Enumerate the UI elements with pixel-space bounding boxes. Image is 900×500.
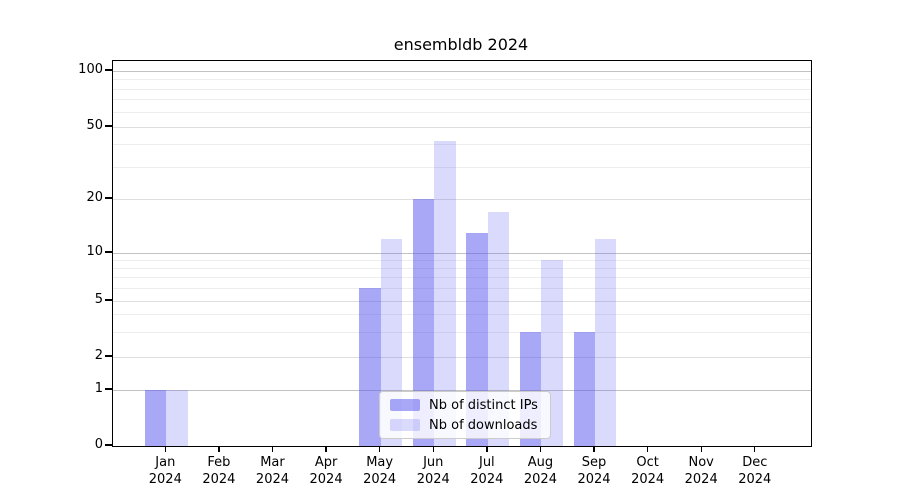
y-tick-mark-0 <box>105 444 112 446</box>
x-tick-label-mar: Mar 2024 <box>255 455 290 487</box>
y-tick-mark-10 <box>105 251 112 253</box>
gridline-60 <box>113 111 811 113</box>
plot-area: Nb of distinct IPs Nb of downloads <box>112 60 812 447</box>
bar-jun-ips <box>412 199 435 446</box>
gridline-70 <box>113 99 811 101</box>
gridline-90 <box>113 79 811 80</box>
bar-may-ips <box>359 288 381 446</box>
bar-sep-ips <box>573 332 595 446</box>
legend-item-downloads: Nb of downloads <box>380 417 550 434</box>
x-tick-mark-oct <box>646 446 649 452</box>
x-tick-label-jun: Jun 2024 <box>416 455 450 487</box>
gridline-1 <box>113 389 811 391</box>
legend-swatch-ips <box>390 399 420 411</box>
y-tick-mark-1 <box>105 388 112 390</box>
y-tick-mark-2 <box>105 355 112 357</box>
gridline-10 <box>113 252 811 254</box>
gridline-30 <box>113 166 811 168</box>
x-tick-mark-jul <box>486 446 488 452</box>
y-tick-label-50: 50 <box>86 118 103 133</box>
gridline-5 <box>113 300 811 302</box>
gridline-4 <box>113 314 811 316</box>
gridline-7 <box>113 277 811 279</box>
x-tick-label-apr: Apr 2024 <box>309 455 343 487</box>
gridline-2 <box>113 356 811 358</box>
y-tick-label-10: 10 <box>86 244 103 259</box>
x-tick-label-jul: Jul 2024 <box>470 455 504 487</box>
x-tick-mark-apr <box>325 446 327 452</box>
x-tick-label-sep: Sep 2024 <box>577 455 611 487</box>
gridline-6 <box>113 287 811 289</box>
bar-sep-downloads <box>595 238 617 446</box>
y-tick-label-20: 20 <box>86 190 103 205</box>
y-tick-mark-5 <box>105 299 112 301</box>
x-tick-label-jan: Jan 2024 <box>148 455 182 487</box>
gridline-8 <box>113 267 811 269</box>
gridline-20 <box>113 198 811 200</box>
bar-jan-downloads <box>166 390 188 446</box>
bar-jul-downloads <box>487 211 510 446</box>
bar-jan-ips <box>144 390 167 446</box>
bar-jun-downloads <box>434 140 456 446</box>
legend-label-ips: Nb of distinct IPs <box>429 397 538 413</box>
x-tick-label-oct: Oct 2024 <box>631 455 665 487</box>
gridline-9 <box>113 259 811 261</box>
x-tick-label-may: May 2024 <box>363 455 397 487</box>
x-tick-mark-feb <box>218 446 220 452</box>
y-tick-label-1: 1 <box>94 381 103 396</box>
x-tick-label-aug: Aug 2024 <box>523 455 557 487</box>
x-tick-mark-may <box>378 446 381 452</box>
y-tick-label-5: 5 <box>94 292 103 307</box>
x-tick-label-dec: Dec 2024 <box>738 455 772 487</box>
gridline-40 <box>113 144 811 146</box>
x-tick-mark-jun <box>432 446 434 452</box>
y-tick-mark-20 <box>105 197 112 199</box>
x-tick-mark-nov <box>700 446 702 452</box>
gridline-100 <box>113 70 811 72</box>
legend: Nb of distinct IPs Nb of downloads <box>379 391 551 439</box>
y-tick-label-100: 100 <box>78 62 103 77</box>
x-tick-mark-jan <box>164 446 166 452</box>
x-tick-label-nov: Nov 2024 <box>684 455 718 487</box>
x-tick-mark-aug <box>539 446 542 452</box>
gridline-3 <box>113 331 811 333</box>
legend-swatch-downloads <box>390 419 420 431</box>
x-tick-mark-sep <box>593 446 595 452</box>
x-tick-mark-dec <box>754 446 756 452</box>
x-tick-label-feb: Feb 2024 <box>202 455 236 487</box>
chart-title: ensembldb 2024 <box>393 35 529 54</box>
y-tick-label-2: 2 <box>94 348 103 363</box>
x-tick-mark-mar <box>271 446 274 452</box>
y-tick-mark-50 <box>105 125 112 127</box>
legend-item-distinct-ips: Nb of distinct IPs <box>380 397 550 414</box>
gridline-50 <box>113 126 811 128</box>
legend-label-downloads: Nb of downloads <box>429 417 538 433</box>
gridline-80 <box>113 88 811 90</box>
y-tick-mark-100 <box>105 69 112 71</box>
y-tick-label-0: 0 <box>94 437 103 452</box>
